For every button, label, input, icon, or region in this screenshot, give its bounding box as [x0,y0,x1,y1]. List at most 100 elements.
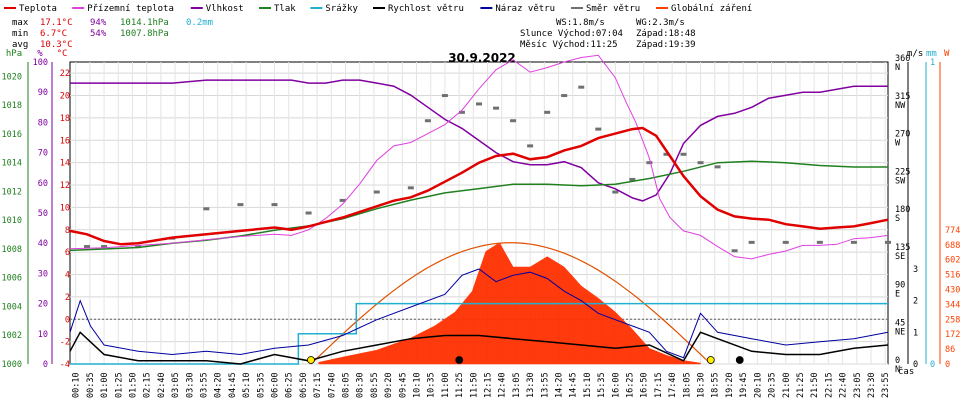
series-wind-dir-mark [458,110,465,114]
series-wind-dir-mark [578,85,585,89]
x-tick-label: 12:15 [484,372,494,398]
x-tick-label: 08:05 [342,372,352,398]
rain-axis-tick: 1 [930,58,935,68]
dir-axis-tick: 360 [895,54,910,64]
x-tick-label: 16:25 [626,372,636,398]
left-axis-tick: 1016 [2,130,22,140]
x-tick-label: 16:00 [611,372,621,398]
rad-axis-unit: W [944,49,950,59]
stats-panel: max 17.1°C 94% 1014.1hPa 0.2mm min 6.7°C… [12,18,696,50]
left-axis-tick: 1006 [2,274,22,284]
left-axis-tick: 20 [60,92,70,102]
left-axis-unit: hPa [6,49,22,59]
x-tick-label: 11:50 [469,372,479,398]
left-axis-tick: 4 [65,271,70,281]
x-tick-label: 17:40 [668,372,678,398]
series-wind-dir-mark [663,152,670,156]
x-tick-label: 08:30 [356,372,366,398]
dir-axis-label: N [895,63,900,73]
left-axis-tick: 1012 [2,187,22,197]
x-tick-label: 19:20 [725,372,735,398]
dir-axis-tick: 270 [895,130,910,140]
series-humidity [70,79,888,202]
stats-wg: WG:2.3m/s [636,18,685,28]
left-axis-tick: 22 [60,69,70,79]
left-axis-tick: -2 [60,338,70,348]
rain-axis-unit: mm [926,49,937,59]
series-wind-dir-mark [271,203,278,207]
x-tick-label: 00:10 [72,372,82,398]
x-tick-label: 04:45 [228,372,238,398]
dir-axis-tick: 225 [895,167,910,177]
x-tick-label: 11:25 [455,372,465,398]
rad-axis-tick: 86 [945,345,955,355]
x-tick-label: 03:30 [185,372,195,398]
dir-axis-tick: 180 [895,205,910,215]
legend-label: Tlak [274,4,296,14]
left-axis-tick: 80 [38,118,48,128]
x-tick-label: 15:10 [583,372,593,398]
series-wind-dir-mark [305,211,312,215]
x-tick-label: 09:45 [398,372,408,398]
stats-min-label: min [12,29,28,39]
left-axis-tick: 10 [60,203,70,213]
left-axis-tick: 100 [33,58,48,68]
series-wind-dir-mark [850,240,857,244]
series-wind-dir-mark [101,245,108,249]
series-wind-dir-mark [407,186,414,190]
left-axis-tick: 1018 [2,101,22,111]
stats-min-press: 1007.8hPa [120,29,169,39]
left-axis-tick: 1010 [2,216,22,226]
series-wind-dir-mark [731,249,738,253]
x-tick-label: 01:25 [114,372,124,398]
left-axis-tick: 14 [60,159,70,169]
series-wind-dir-mark [612,190,619,194]
x-tick-label: 15:35 [597,372,607,398]
x-tick-label: 13:55 [540,372,550,398]
stats-max-press: 1014.1hPa [120,18,169,28]
left-axis-tick: 12 [60,181,70,191]
dir-axis-label: SW [895,176,906,186]
series-wind-dir-mark [84,245,91,249]
x-tick-label: 21:25 [796,372,806,398]
marker-moonset [735,356,744,364]
left-axis-tick: 90 [38,88,48,98]
rad-axis-tick: 258 [945,315,960,325]
marker-moonrise [455,356,464,364]
left-axis-unit: °C [57,49,68,59]
stats-min-hum: 54% [90,29,107,39]
series-wind-dir-mark [493,106,500,110]
x-tick-label: 11:00 [441,372,451,398]
left-axis-tick: 20 [38,300,48,310]
wind-axis-tick: 0 [913,360,918,370]
dir-axis-tick: 135 [895,243,910,253]
x-tick-label: 23:55 [881,372,891,398]
series-wind-dir-mark [629,177,636,181]
x-tick-label: 21:00 [782,372,792,398]
legend-label: Rychlost větru [388,4,464,14]
x-tick-label: 06:25 [285,372,295,398]
marker-sunset [706,356,715,364]
rad-axis-tick: 602 [945,256,960,266]
left-axis-tick: -4 [60,360,70,370]
rad-axis-tick: 688 [945,241,960,251]
x-tick-label: 16:50 [640,372,650,398]
dir-axis-label: N [895,365,900,375]
x-tick-label: 07:40 [327,372,337,398]
left-axis-tick: 40 [38,239,48,249]
series-wind-dir-mark [595,127,602,131]
x-tick-label: 17:15 [654,372,664,398]
x-tick-label: 14:45 [569,372,579,398]
stats-avg-temp: 10.3°C [40,40,73,50]
series-wind-dir-mark [714,165,721,169]
x-tick-label: 06:50 [299,372,309,398]
left-axis-tick: 70 [38,149,48,159]
x-tick-label: 18:30 [697,372,707,398]
left-axis-tick: 1000 [2,360,22,370]
dir-axis-label: NW [895,101,906,111]
rad-axis-tick: 172 [945,330,960,340]
series-wind-dir-mark [441,94,448,98]
left-axis-tick: 50 [38,209,48,219]
x-tick-label: 05:10 [242,372,252,398]
